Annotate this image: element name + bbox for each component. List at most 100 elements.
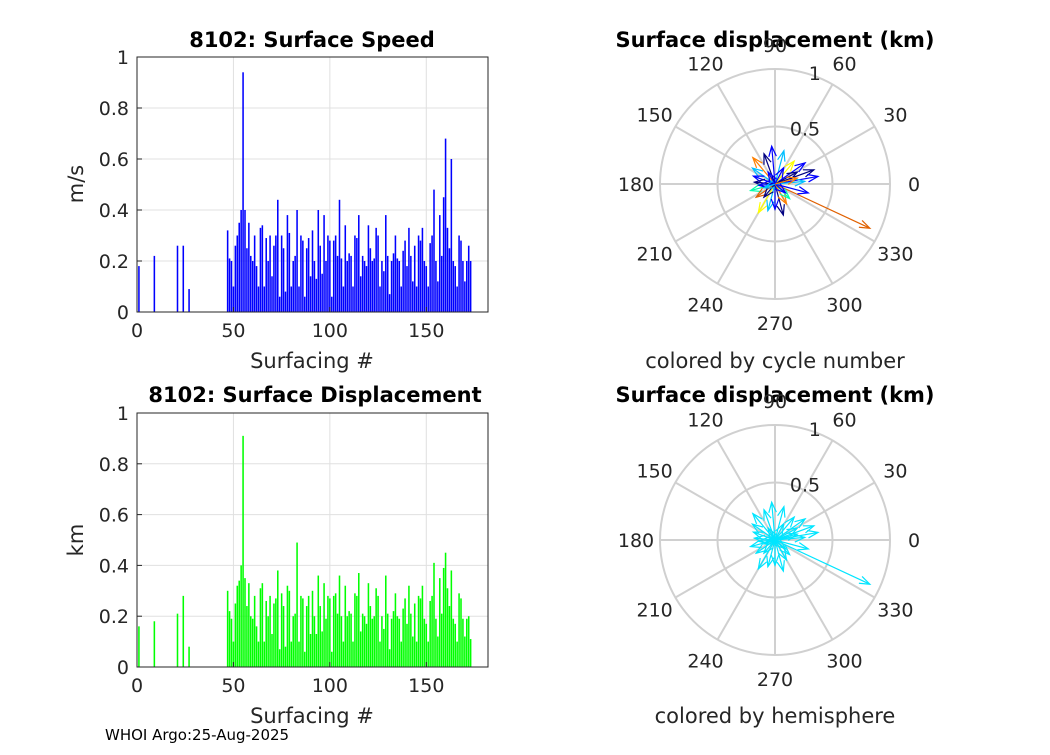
bar bbox=[390, 618, 393, 667]
polar-arrow-head bbox=[776, 560, 785, 573]
polar-angle-label: 210 bbox=[636, 244, 672, 266]
bar bbox=[338, 575, 341, 667]
bar bbox=[398, 618, 401, 667]
bar bbox=[294, 613, 296, 667]
polar-angle-label: 330 bbox=[877, 600, 913, 622]
bar bbox=[329, 240, 331, 312]
bar bbox=[236, 235, 239, 312]
bar bbox=[400, 641, 402, 667]
y-tick-label: 0.4 bbox=[99, 200, 129, 222]
polar-arrow-head bbox=[807, 529, 820, 539]
bar bbox=[386, 613, 389, 667]
polar-angle-label: 60 bbox=[832, 410, 856, 432]
bar bbox=[359, 276, 362, 312]
polar-arrow-head bbox=[762, 542, 774, 555]
polar-arrow-head bbox=[748, 183, 762, 193]
bar bbox=[354, 593, 356, 667]
polar-arrow-shaft bbox=[767, 527, 776, 541]
polar-cycle-chart: Surface displacement (km) colored by cyc… bbox=[615, 28, 934, 373]
polar-arrow-head bbox=[797, 186, 811, 195]
x-tick-label: 0 bbox=[131, 320, 143, 342]
polar-angle-label: 0 bbox=[908, 174, 920, 196]
bar bbox=[419, 240, 422, 312]
polar-arrow-shaft bbox=[774, 516, 795, 541]
speed-chart-xlabel: Surfacing # bbox=[250, 349, 374, 373]
bar bbox=[452, 618, 455, 667]
polar-arrow-shaft bbox=[763, 183, 776, 189]
polar-angle-label: 150 bbox=[636, 105, 672, 127]
bar bbox=[336, 255, 339, 312]
polar-arrow-head bbox=[762, 536, 776, 545]
bar bbox=[138, 626, 140, 667]
bar bbox=[467, 245, 470, 312]
polar-spoke bbox=[674, 125, 776, 185]
polar-cycle-title: Surface displacement (km) bbox=[615, 28, 934, 52]
bar bbox=[361, 255, 364, 312]
bar bbox=[332, 595, 335, 667]
bar bbox=[377, 595, 379, 667]
polar-arrow-head bbox=[858, 220, 872, 229]
bar bbox=[408, 227, 410, 312]
bar bbox=[431, 595, 433, 667]
bar bbox=[182, 595, 185, 667]
bar bbox=[232, 286, 235, 312]
polar-angle-label: 270 bbox=[757, 313, 793, 335]
y-tick-label: 0 bbox=[117, 302, 129, 324]
bar bbox=[307, 595, 310, 667]
bar bbox=[315, 278, 318, 312]
bar bbox=[280, 593, 283, 667]
bar bbox=[363, 261, 366, 312]
bar bbox=[452, 261, 455, 312]
bar bbox=[331, 296, 333, 312]
bar bbox=[396, 258, 399, 312]
polar-angle-label: 270 bbox=[757, 669, 793, 691]
bar bbox=[352, 641, 354, 667]
bar bbox=[234, 245, 237, 312]
bar bbox=[323, 215, 325, 312]
bar bbox=[259, 227, 262, 312]
polar-angle-label: 300 bbox=[826, 294, 862, 316]
polar-arrow-head bbox=[776, 204, 785, 217]
bar bbox=[286, 215, 289, 312]
bar bbox=[265, 600, 267, 667]
bar bbox=[458, 593, 460, 667]
polar-spoke bbox=[774, 125, 876, 185]
bar bbox=[188, 646, 190, 667]
bar bbox=[319, 245, 321, 312]
bar bbox=[278, 296, 281, 312]
bar bbox=[228, 611, 231, 667]
polar-spoke bbox=[674, 481, 776, 541]
bar bbox=[288, 590, 291, 667]
bar bbox=[302, 598, 304, 667]
bar bbox=[263, 286, 266, 312]
bar bbox=[444, 552, 447, 667]
bar bbox=[469, 261, 472, 312]
bar bbox=[242, 72, 244, 312]
bar bbox=[323, 583, 325, 667]
polar-angle-label: 180 bbox=[618, 530, 654, 552]
polar-radius-label: 1 bbox=[809, 419, 821, 441]
polar-arrow-shaft bbox=[763, 539, 776, 545]
bar bbox=[188, 289, 190, 312]
polar-arrow-shaft bbox=[774, 539, 786, 550]
bar bbox=[381, 616, 383, 667]
polar-arrow-shaft bbox=[774, 523, 785, 541]
bar bbox=[253, 595, 256, 667]
polar-arrow-head bbox=[786, 532, 799, 541]
polar-angle-label: 60 bbox=[832, 54, 856, 76]
bar bbox=[240, 210, 242, 312]
polar-arrow-shaft bbox=[763, 539, 776, 554]
bar bbox=[250, 616, 252, 667]
bar bbox=[398, 261, 401, 312]
bar bbox=[153, 621, 156, 667]
bar bbox=[350, 613, 352, 667]
bar bbox=[300, 595, 302, 667]
bar bbox=[371, 261, 374, 312]
y-tick-label: 0.6 bbox=[99, 505, 129, 527]
bar bbox=[238, 580, 240, 667]
polar-arrow-shaft bbox=[774, 171, 798, 185]
bar bbox=[332, 240, 335, 312]
bar bbox=[311, 230, 314, 312]
